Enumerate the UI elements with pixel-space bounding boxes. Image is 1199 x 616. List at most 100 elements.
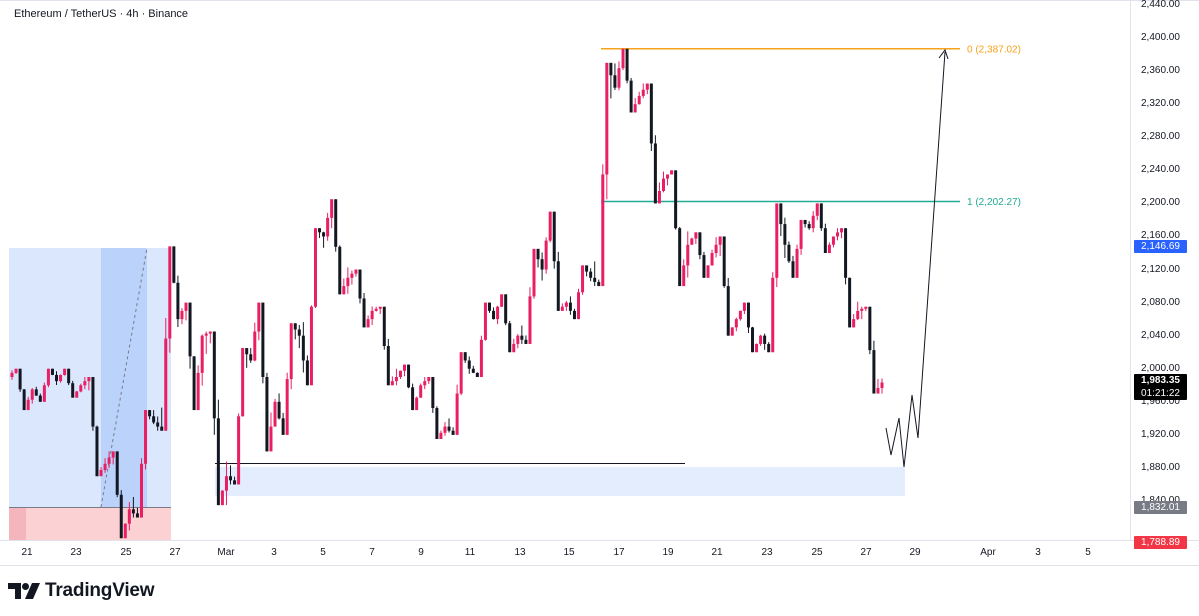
- candle-body: [354, 269, 358, 274]
- candle-body: [479, 339, 483, 377]
- candle-body: [249, 354, 253, 361]
- candle-body: [374, 308, 378, 311]
- candle-body: [585, 265, 589, 272]
- candle-body: [746, 302, 750, 328]
- candle-body: [362, 298, 366, 328]
- candle-body: [172, 246, 176, 283]
- position-stop-zone[interactable]: [9, 507, 171, 540]
- candle-body: [500, 294, 504, 307]
- time-tick-label: 19: [662, 547, 674, 558]
- time-tick-label: 29: [909, 547, 921, 558]
- candle-body: [22, 389, 26, 411]
- candle-body: [609, 62, 613, 76]
- candle-body: [767, 343, 771, 353]
- candle-body: [427, 377, 431, 382]
- candle-body: [483, 302, 487, 340]
- candle-body: [269, 426, 273, 452]
- price-badge-gray: 1,832.01: [1134, 500, 1187, 514]
- candle-body: [868, 306, 872, 351]
- candle-body: [856, 310, 860, 320]
- candle-body: [293, 323, 297, 330]
- candle-body: [759, 335, 763, 344]
- candle-body: [224, 476, 228, 491]
- candle-body: [447, 426, 451, 431]
- time-tick-label: 17: [613, 547, 625, 558]
- candle-body: [107, 457, 111, 464]
- candle-body: [91, 377, 95, 427]
- candle-body: [670, 170, 674, 175]
- candle-body: [212, 331, 216, 419]
- candle-body: [67, 368, 71, 384]
- candle-body: [661, 178, 665, 191]
- candle-body: [572, 310, 576, 320]
- candle-body: [358, 269, 362, 299]
- time-tick-label: 27: [169, 547, 181, 558]
- candle-body: [152, 416, 156, 423]
- candle-body: [755, 343, 759, 353]
- candle-body: [277, 401, 281, 419]
- candle-body: [621, 48, 625, 69]
- time-tick-label: 25: [811, 547, 823, 558]
- candle-body: [216, 418, 220, 506]
- tradingview-brand[interactable]: TradingView: [8, 580, 155, 602]
- candle-body: [208, 331, 212, 334]
- candle-body: [18, 368, 22, 390]
- symbol-title[interactable]: Ethereum / TetherUS · 4h · Binance: [14, 8, 189, 20]
- candle-body: [301, 335, 305, 361]
- candle-body: [751, 327, 755, 353]
- candle-body: [560, 306, 564, 311]
- candle-body: [87, 377, 91, 382]
- candle-body: [504, 294, 508, 324]
- time-tick-label: Mar: [217, 547, 235, 558]
- candle-body: [297, 329, 301, 336]
- candle-body: [467, 360, 471, 369]
- projection-path[interactable]: [885, 51, 946, 468]
- candle-body: [176, 282, 180, 320]
- candle-body: [115, 451, 119, 495]
- candle-body: [253, 331, 257, 361]
- candle-body: [119, 494, 123, 539]
- candle-body: [678, 228, 682, 287]
- candle-body: [204, 333, 208, 336]
- candle-body: [516, 335, 520, 344]
- candle-body: [411, 387, 415, 411]
- candle-body: [257, 302, 261, 332]
- candle-body: [382, 306, 386, 346]
- candle-body: [220, 490, 224, 506]
- price-tick-label: 2,080.00: [1141, 296, 1180, 308]
- candle-body: [581, 265, 585, 293]
- candle-body: [601, 174, 605, 287]
- price-tick-label: 2,200.00: [1141, 197, 1180, 209]
- candle-body: [338, 246, 342, 295]
- time-tick-label: Apr: [980, 547, 996, 558]
- candle-body: [552, 211, 556, 262]
- candle-body: [831, 236, 835, 245]
- candle-body: [742, 302, 746, 311]
- candle-body: [633, 104, 637, 113]
- candle-body: [160, 426, 164, 431]
- candle-body: [398, 370, 402, 377]
- candle-body: [605, 62, 609, 175]
- candle-body: [791, 261, 795, 278]
- price-tick-label: 1,840.00: [1141, 495, 1180, 506]
- candle-body: [528, 296, 532, 344]
- candle-body: [63, 368, 67, 375]
- candle-body: [423, 381, 427, 386]
- candle-body: [390, 381, 394, 386]
- candle-body: [544, 240, 548, 270]
- time-tick-label: 21: [711, 547, 723, 558]
- candle-body: [815, 203, 819, 216]
- time-tick-label: 7: [369, 547, 375, 558]
- candle-body: [645, 83, 649, 90]
- candle-body: [771, 277, 775, 353]
- bar-countdown-label: 01:21:22: [1141, 388, 1180, 400]
- candle-body: [706, 265, 710, 278]
- candle-body: [233, 480, 237, 485]
- candle-body: [131, 509, 135, 514]
- candle-body: [83, 381, 87, 386]
- demand-zone[interactable]: [215, 467, 905, 496]
- candle-body: [148, 410, 152, 417]
- candle-body: [738, 310, 742, 320]
- candle-body: [779, 203, 783, 225]
